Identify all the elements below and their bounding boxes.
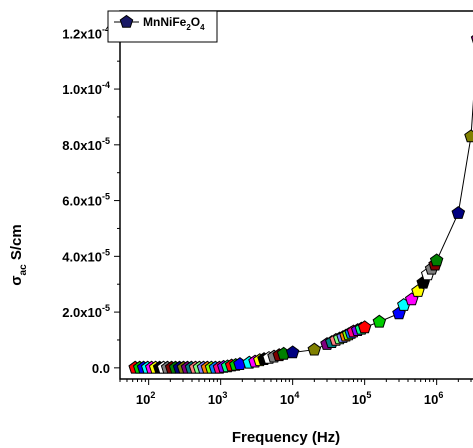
- y-axis-title: σac S/cm: [8, 224, 29, 285]
- data-point: [451, 205, 466, 219]
- x-tick-label: 104: [280, 390, 299, 407]
- data-point: [429, 253, 444, 267]
- y-axis-ticks: 0.0 2.0x10-5 4.0x10-5 6.0x10-5 8.0x10-5 1.0x1…: [62, 24, 120, 376]
- y-tick-label: 1.0x10-4: [62, 80, 110, 97]
- y-axis-title-rest: S/cm: [8, 224, 25, 264]
- svg-text:σac S/cm: σac S/cm: [8, 224, 29, 285]
- legend: MnNiFe2O4: [107, 10, 218, 43]
- y-tick-label: 0.0: [92, 361, 110, 376]
- series-points: [128, 35, 473, 374]
- x-axis-title: Frequency (Hz): [232, 429, 340, 446]
- data-point: [357, 320, 372, 334]
- x-tick-label: 103: [208, 390, 227, 407]
- x-tick-label: 106: [424, 390, 443, 407]
- data-point: [307, 342, 322, 356]
- series-polyline: [135, 99, 473, 369]
- y-axis-title-sub: ac: [18, 264, 29, 276]
- x-axis-ticks: 102 103 104 105 106: [119, 379, 472, 407]
- y-tick-label: 6.0x10-5: [62, 192, 110, 209]
- data-point: [372, 314, 387, 328]
- data-point: [285, 345, 300, 359]
- series-line: [135, 99, 473, 369]
- y-tick-label: 1.2x10-4: [62, 24, 110, 41]
- legend-label: MnNiFe2O4: [143, 15, 205, 32]
- y-tick-label: 4.0x10-5: [62, 247, 110, 264]
- legend-marker-icon: [119, 14, 134, 28]
- y-tick-label: 8.0x10-5: [62, 136, 110, 153]
- plot-area: [119, 10, 473, 380]
- x-tick-label: 105: [352, 390, 371, 407]
- data-point: [464, 129, 473, 143]
- x-tick-label: 102: [136, 390, 155, 407]
- plot-frame: [119, 10, 473, 380]
- y-axis-title-main: σ: [8, 275, 25, 285]
- y-tick-label: 2.0x10-5: [62, 303, 110, 320]
